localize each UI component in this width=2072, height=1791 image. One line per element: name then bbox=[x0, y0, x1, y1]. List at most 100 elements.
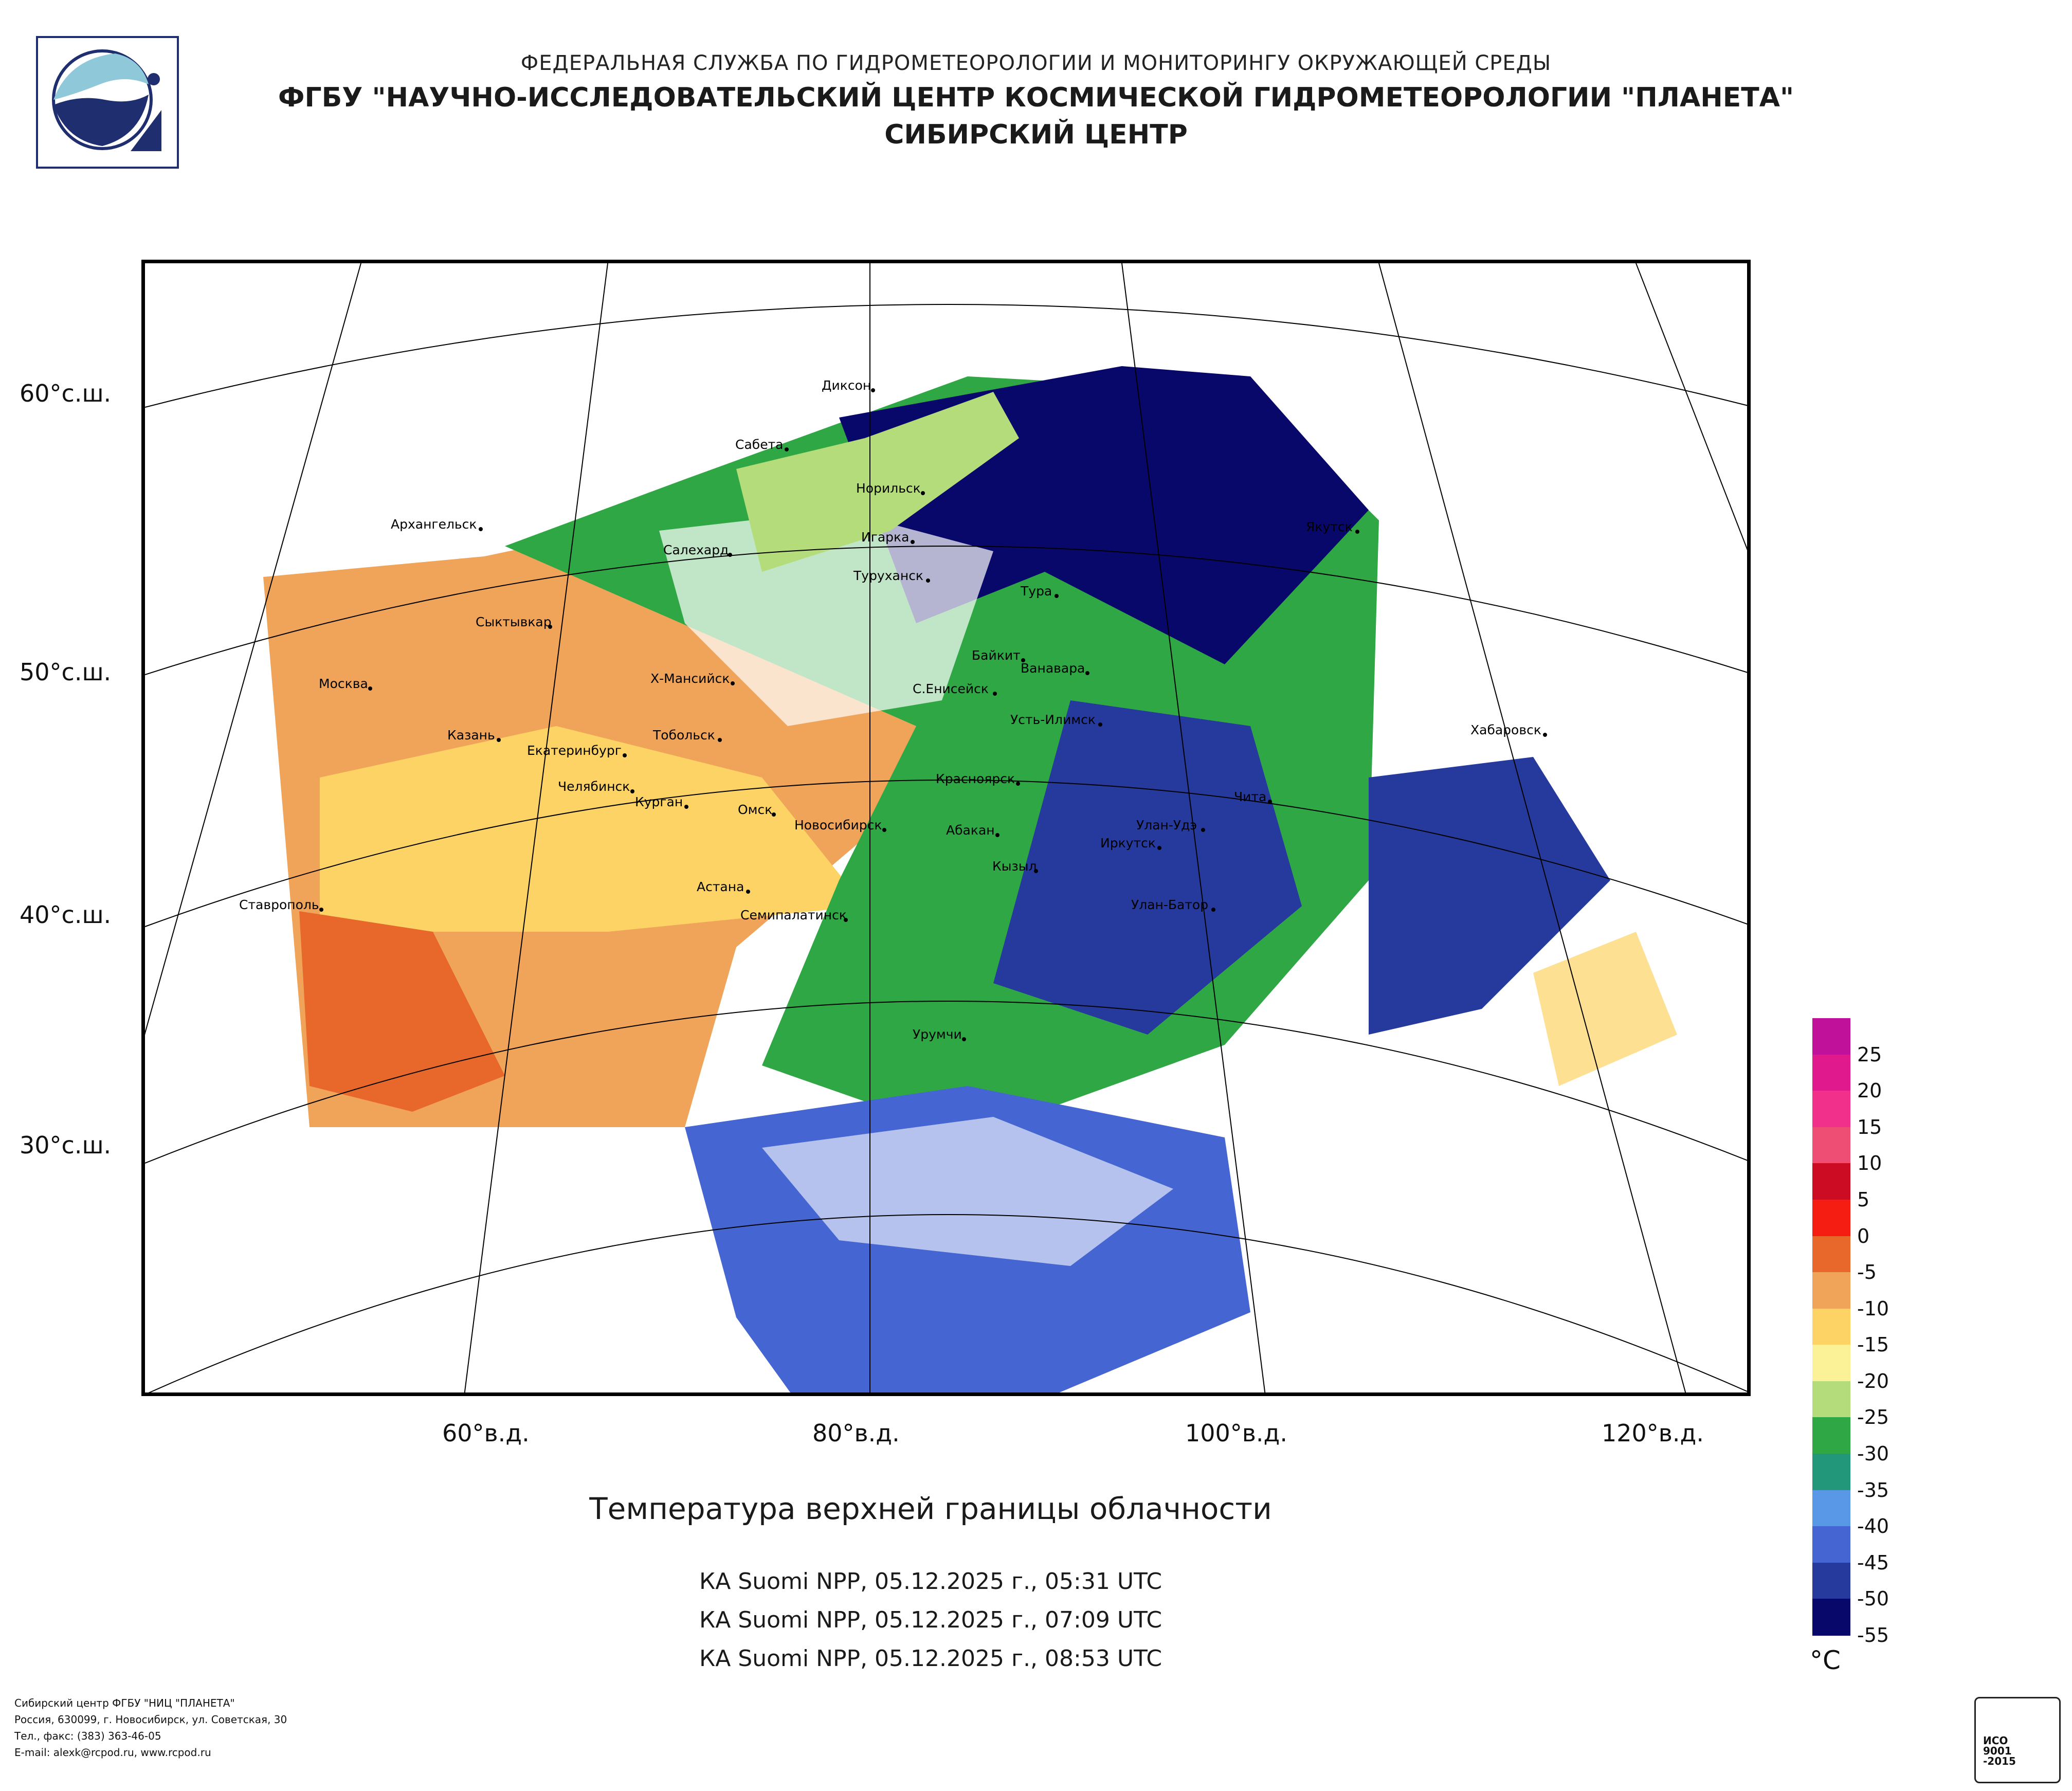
city-dot bbox=[1034, 869, 1038, 873]
legend-label: -25 bbox=[1857, 1406, 1889, 1429]
city-dot bbox=[497, 738, 501, 742]
meridian-100 bbox=[1121, 263, 1266, 1392]
legend-label: 20 bbox=[1857, 1079, 1882, 1102]
city-label: Екатеринбург bbox=[527, 743, 622, 758]
city-dot bbox=[882, 828, 886, 832]
parallel-50 bbox=[145, 546, 1747, 675]
city-dot bbox=[630, 789, 634, 793]
city-label: Ванавара bbox=[1021, 661, 1085, 676]
city-dot bbox=[1157, 846, 1161, 850]
pass-2: КА Suomi NPP, 05.12.2025 г., 07:09 UTC bbox=[699, 1607, 1162, 1633]
swath-north-white bbox=[659, 510, 993, 726]
swath-west-red bbox=[299, 911, 505, 1112]
city-label: Астана bbox=[697, 879, 744, 894]
city-label: Омск bbox=[738, 802, 773, 817]
city-dot bbox=[772, 812, 776, 817]
legend-label: 0 bbox=[1857, 1224, 1870, 1247]
temperature-legend bbox=[1812, 1018, 1850, 1636]
city-dot bbox=[1098, 722, 1102, 727]
meridian-60 bbox=[464, 263, 608, 1392]
city-label: Хабаровск bbox=[1470, 722, 1541, 737]
footer-email: E-mail: alexk@rcpod.ru, www.rcpod.ru bbox=[14, 1746, 211, 1759]
city-label: Чита bbox=[1234, 789, 1267, 804]
city-dot bbox=[731, 681, 735, 685]
header-agency: ФЕДЕРАЛЬНАЯ СЛУЖБА ПО ГИДРОМЕТЕОРОЛОГИИ … bbox=[520, 51, 1552, 75]
city-dot bbox=[1211, 908, 1215, 912]
meridian-40 bbox=[145, 263, 361, 1035]
legend-label: -30 bbox=[1857, 1442, 1889, 1466]
city-label: Тобольск bbox=[653, 728, 715, 743]
legend-swatch bbox=[1812, 1054, 1850, 1092]
city-label: Байкит bbox=[972, 648, 1021, 663]
meridian-140 bbox=[1635, 263, 1747, 551]
legend-label: -5 bbox=[1857, 1261, 1877, 1284]
city-label: Х-Мансийск bbox=[650, 671, 730, 686]
city-dot bbox=[1201, 828, 1205, 832]
city-label: Казань bbox=[447, 728, 495, 743]
footer-address: Россия, 630099, г. Новосибирск, ул. Сове… bbox=[14, 1713, 287, 1726]
legend-label: -55 bbox=[1857, 1624, 1889, 1647]
cert-line-2: 9001 bbox=[1983, 1745, 2012, 1757]
legend-label: -20 bbox=[1857, 1369, 1889, 1392]
city-label: Красноярск bbox=[936, 771, 1015, 786]
parallel-40 bbox=[145, 780, 1747, 927]
header-center: СИБИРСКИЙ ЦЕНТР bbox=[884, 119, 1188, 150]
legend-label: -10 bbox=[1857, 1297, 1889, 1320]
legend-swatch bbox=[1812, 1417, 1850, 1455]
swath-west-mid bbox=[320, 726, 865, 932]
legend-label: 15 bbox=[1857, 1115, 1882, 1138]
city-label: Улан-Удэ bbox=[1136, 818, 1197, 833]
city-label: Сабета bbox=[735, 437, 784, 452]
legend-swatch bbox=[1812, 1199, 1850, 1237]
city-dot bbox=[844, 918, 848, 922]
legend-label: -15 bbox=[1857, 1333, 1889, 1356]
parallel-60 bbox=[145, 304, 1747, 408]
city-dot bbox=[1055, 594, 1059, 598]
legend-label: -35 bbox=[1857, 1478, 1889, 1501]
city-dot bbox=[718, 738, 722, 742]
city-dot bbox=[926, 578, 930, 583]
lat-label-50: 50°с.ш. bbox=[20, 658, 112, 686]
legend-unit: °C bbox=[1810, 1645, 1841, 1675]
iso-cert-badge: ИСО 9001 -2015 bbox=[1974, 1697, 2061, 1783]
city-label: Улан-Батор bbox=[1131, 897, 1209, 912]
legend-swatch bbox=[1812, 1526, 1850, 1563]
city-dot bbox=[1355, 530, 1359, 534]
legend-swatch bbox=[1812, 1345, 1850, 1382]
lon-label-80: 80°в.д. bbox=[812, 1419, 900, 1447]
lat-label-30: 30°с.ш. bbox=[20, 1131, 112, 1159]
city-label: Усть-Илимск bbox=[1010, 712, 1096, 727]
city-label: Тура bbox=[1021, 584, 1052, 599]
city-dot bbox=[1016, 782, 1020, 786]
city-label: Архангельск bbox=[391, 517, 477, 532]
legend-swatch bbox=[1812, 1163, 1850, 1200]
header-institute: ФГБУ "НАУЧНО-ИССЛЕДОВАТЕЛЬСКИЙ ЦЕНТР КОС… bbox=[278, 82, 1794, 113]
satellite-map bbox=[141, 260, 1751, 1396]
legend-swatch bbox=[1812, 1599, 1850, 1636]
meridian-120 bbox=[1378, 263, 1686, 1392]
swath-light-green bbox=[736, 392, 1019, 572]
city-label: Кызыл bbox=[992, 859, 1037, 874]
city-label: Курган bbox=[635, 794, 683, 809]
city-dot bbox=[993, 692, 997, 696]
city-dot bbox=[548, 625, 552, 629]
city-dot bbox=[785, 447, 789, 451]
city-dot bbox=[746, 890, 750, 894]
swath-east-yellow bbox=[1533, 932, 1677, 1086]
legend-label: -50 bbox=[1857, 1587, 1889, 1611]
legend-swatch bbox=[1812, 1490, 1850, 1527]
swath-south-white bbox=[762, 1117, 1173, 1266]
parallel-30 bbox=[145, 1001, 1747, 1164]
city-dot bbox=[871, 388, 875, 392]
city-label: Сыктывкар bbox=[476, 614, 552, 629]
city-dot bbox=[684, 805, 688, 809]
city-dot bbox=[1268, 800, 1272, 804]
city-label: Москва bbox=[319, 676, 368, 691]
city-label: Челябинск bbox=[558, 779, 630, 794]
cert-line-3: -2015 bbox=[1983, 1755, 2016, 1767]
product-title: Температура верхней границы облачности bbox=[589, 1491, 1272, 1526]
legend-swatch bbox=[1812, 1272, 1850, 1309]
city-label: С.Енисейск bbox=[913, 681, 989, 696]
planeta-logo bbox=[36, 36, 179, 169]
city-dot bbox=[995, 833, 999, 837]
